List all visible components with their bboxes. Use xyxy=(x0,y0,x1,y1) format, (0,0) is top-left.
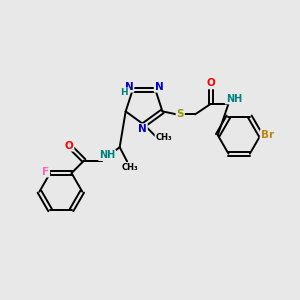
Text: N: N xyxy=(125,82,134,92)
Text: Br: Br xyxy=(260,130,274,140)
Text: H: H xyxy=(120,88,127,97)
Text: NH: NH xyxy=(99,150,115,160)
Text: CH₃: CH₃ xyxy=(122,163,138,172)
Text: N: N xyxy=(138,124,147,134)
Text: O: O xyxy=(65,141,74,151)
Text: O: O xyxy=(206,78,215,88)
Text: CH₃: CH₃ xyxy=(155,133,172,142)
Text: S: S xyxy=(176,110,184,119)
Text: F: F xyxy=(42,167,49,177)
Text: N: N xyxy=(154,82,164,92)
Text: NH: NH xyxy=(226,94,242,103)
